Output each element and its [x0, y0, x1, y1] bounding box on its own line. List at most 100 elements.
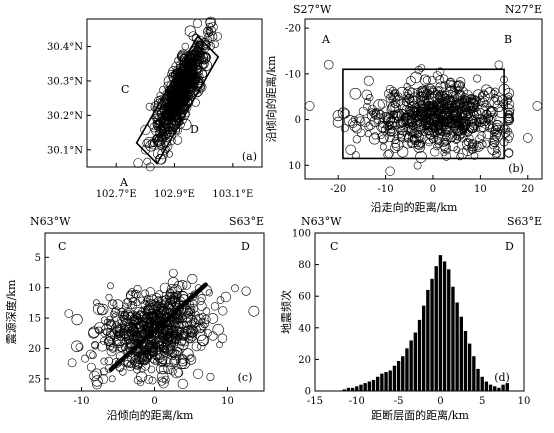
event-point-b — [483, 113, 493, 124]
panel-c-ytick-label: 15 — [28, 314, 41, 325]
event-point-c — [93, 299, 100, 306]
event-point-b — [386, 125, 395, 134]
event-point-c — [106, 315, 114, 323]
event-point-c — [164, 302, 173, 311]
event-point-b — [486, 107, 496, 117]
event-point-a — [140, 124, 151, 135]
event-point-c — [158, 299, 169, 310]
event-point-c — [100, 357, 108, 365]
event-point-b — [458, 81, 465, 89]
event-point-b — [477, 91, 485, 99]
event-point-b — [384, 131, 395, 142]
event-point-b — [427, 104, 436, 113]
histogram-bar — [430, 278, 434, 391]
event-point-c — [131, 352, 141, 362]
event-point-c — [123, 335, 132, 343]
event-point-c — [197, 342, 206, 351]
event-point-a — [205, 16, 217, 28]
event-point-b — [391, 92, 401, 102]
event-point-b — [488, 136, 499, 147]
event-point-c — [133, 311, 141, 320]
event-point-a — [197, 47, 205, 56]
event-point-a — [176, 94, 186, 104]
event-point-c — [138, 325, 150, 338]
panel-a-mark-d: D — [190, 123, 199, 136]
event-point-c — [188, 303, 198, 314]
event-point-c — [128, 331, 138, 342]
event-point-b — [440, 103, 450, 113]
event-point-b — [413, 161, 422, 170]
event-point-b — [410, 71, 422, 84]
event-point-c — [147, 365, 156, 374]
event-point-a — [167, 108, 174, 116]
event-point-b — [474, 108, 486, 120]
event-point-b — [439, 74, 449, 83]
event-point-c — [107, 299, 118, 310]
event-point-a — [185, 68, 195, 78]
event-point-c — [133, 376, 143, 385]
event-point-c — [202, 307, 211, 316]
event-point-b — [386, 84, 395, 94]
event-point-c — [196, 297, 205, 306]
event-point-a — [156, 117, 166, 127]
event-point-c — [88, 327, 99, 339]
event-point-b — [451, 125, 461, 134]
event-point-b — [422, 96, 430, 105]
panel-a-xtick-label: 103.1°E — [212, 189, 253, 200]
event-point-b — [366, 93, 374, 102]
histogram-bar — [371, 379, 376, 391]
event-point-b — [426, 103, 435, 112]
event-point-c — [203, 329, 212, 337]
panel-a-mark-a: A — [119, 176, 129, 189]
panel-d-ytick-label: 80 — [298, 260, 311, 271]
event-point-a — [205, 27, 213, 35]
event-point-c — [133, 323, 144, 333]
event-point-c — [108, 375, 116, 383]
event-point-b — [468, 119, 480, 130]
event-point-b — [494, 60, 504, 70]
panel-b-xtick-label: 0 — [430, 184, 436, 195]
event-point-a — [206, 26, 217, 36]
event-point-c — [185, 354, 197, 365]
event-point-b — [505, 95, 513, 102]
event-point-b — [450, 120, 458, 128]
histogram-bar — [480, 376, 484, 391]
panel-c-ytick-label: 20 — [28, 344, 41, 355]
event-point-a — [185, 64, 197, 76]
event-point-b — [427, 105, 437, 116]
event-point-a — [182, 86, 194, 98]
event-point-c — [163, 339, 173, 349]
event-point-c — [126, 290, 138, 302]
event-point-c — [165, 334, 177, 346]
event-point-b — [413, 141, 425, 153]
event-point-b — [467, 139, 478, 149]
event-point-b — [416, 125, 426, 134]
event-point-c — [197, 301, 207, 311]
event-point-c — [182, 280, 192, 290]
event-point-c — [192, 310, 200, 318]
event-point-a — [184, 81, 194, 92]
panel-d-label: (d) — [494, 371, 510, 384]
event-point-c — [169, 307, 181, 319]
event-point-c — [178, 357, 187, 367]
event-point-b — [456, 107, 468, 119]
event-point-b — [414, 65, 423, 75]
event-point-a — [178, 79, 189, 90]
event-point-a — [199, 70, 207, 78]
histogram-bar — [488, 384, 493, 391]
event-point-b — [489, 141, 498, 150]
event-point-a — [184, 25, 196, 37]
event-point-c — [161, 326, 168, 334]
panel-d-corner-right: S63°E — [507, 215, 542, 228]
event-point-b — [491, 87, 500, 96]
event-point-a — [192, 86, 203, 97]
event-point-c — [154, 296, 163, 305]
histogram-bar — [342, 389, 346, 391]
event-point-b — [462, 138, 474, 150]
event-point-b — [441, 151, 451, 161]
event-point-c — [187, 328, 197, 338]
event-point-b — [441, 103, 449, 111]
event-point-a — [187, 67, 195, 75]
event-point-a — [213, 32, 223, 41]
